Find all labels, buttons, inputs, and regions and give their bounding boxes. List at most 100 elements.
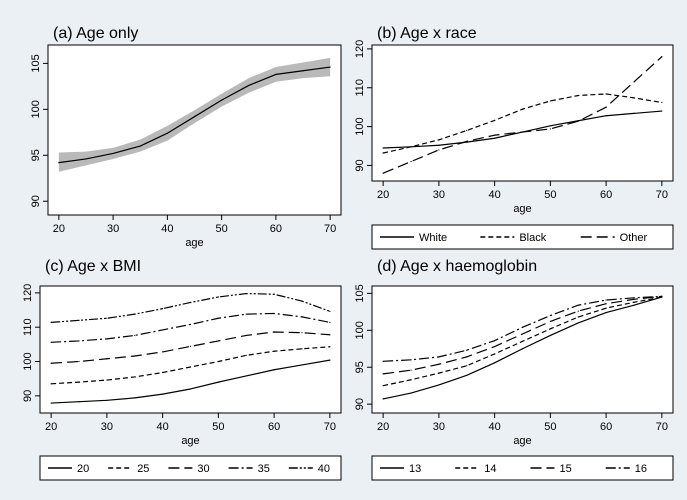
data-point xyxy=(494,137,496,139)
data-point xyxy=(633,97,635,99)
panel-c: (c) Age x BMI 90 100 110 120 20 30 40 50 60 70 age 2… xyxy=(22,258,342,481)
data-point xyxy=(438,144,440,146)
data-point xyxy=(134,397,136,399)
data-point xyxy=(494,353,496,355)
data-point xyxy=(78,381,80,383)
data-point xyxy=(248,84,250,87)
data-point xyxy=(134,376,136,378)
x-tick-label: 40 xyxy=(161,223,173,235)
legend-label: Other xyxy=(620,232,648,244)
data-point xyxy=(521,333,524,335)
legend-label: 25 xyxy=(137,463,149,475)
data-point xyxy=(521,108,524,110)
plot-area xyxy=(371,44,674,182)
data-point xyxy=(438,356,440,358)
data-point xyxy=(661,110,663,112)
y-tick-label: 105 xyxy=(30,54,42,72)
y-tick-label: 110 xyxy=(22,318,34,336)
data-point xyxy=(549,128,551,130)
x-tick-label: 30 xyxy=(433,421,445,433)
data-point xyxy=(273,331,275,333)
x-tick-label: 30 xyxy=(101,421,113,433)
data-point xyxy=(50,341,52,343)
data-point xyxy=(521,340,524,342)
y-tick-label: 90 xyxy=(354,398,366,410)
data-point xyxy=(633,298,635,300)
data-point xyxy=(521,131,524,133)
data-point xyxy=(245,292,247,295)
data-point xyxy=(382,398,384,400)
data-point xyxy=(577,322,579,324)
data-point xyxy=(605,307,607,309)
x-tick-label: 70 xyxy=(324,421,336,433)
data-point xyxy=(329,346,331,348)
data-point xyxy=(301,364,303,366)
data-point xyxy=(577,304,579,306)
data-point xyxy=(577,120,579,122)
x-axis-label: age xyxy=(181,435,199,447)
x-tick-label: 50 xyxy=(216,223,228,235)
y-tick-label: 120 xyxy=(22,284,34,302)
y-tick-label: 100 xyxy=(354,117,366,135)
data-point xyxy=(605,303,607,305)
panel-d: (d) Age x haemoglobin 90 95 100 105 20 30 40 50 6… xyxy=(354,258,674,481)
x-axis-label: age xyxy=(513,203,531,215)
data-point xyxy=(410,392,412,394)
data-point xyxy=(301,316,303,318)
y-tick-label: 95 xyxy=(354,361,366,373)
x-tick-label: 40 xyxy=(157,421,169,433)
y-tick-label: 90 xyxy=(22,390,34,402)
data-point xyxy=(549,100,551,102)
y-tick-label: 105 xyxy=(354,284,366,302)
data-point xyxy=(245,334,247,337)
data-point xyxy=(549,314,551,317)
data-point xyxy=(466,374,468,376)
data-point xyxy=(410,369,412,371)
data-point xyxy=(50,362,52,364)
y-tick-label: 100 xyxy=(22,352,34,370)
data-point xyxy=(466,356,468,358)
data-point xyxy=(661,56,663,58)
data-point xyxy=(605,93,607,95)
data-point xyxy=(438,139,440,141)
legend-label: 20 xyxy=(77,463,89,475)
data-point xyxy=(382,373,384,375)
data-point xyxy=(58,162,60,164)
data-point xyxy=(633,301,635,303)
data-point xyxy=(410,379,412,381)
data-point xyxy=(221,99,223,101)
data-point xyxy=(410,160,412,163)
data-point xyxy=(85,158,87,160)
data-point xyxy=(217,296,219,298)
data-point xyxy=(521,348,524,350)
data-point xyxy=(106,399,108,401)
panel-title: (b) Age x race xyxy=(377,25,477,42)
data-point xyxy=(189,301,192,304)
data-point xyxy=(438,384,440,386)
data-point xyxy=(605,115,607,117)
data-point xyxy=(549,125,551,127)
panel-b: (b) Age x race 90 100 110 120 20 30 40 50 60 70 age… xyxy=(354,25,674,250)
x-tick-label: 30 xyxy=(107,223,119,235)
data-point xyxy=(633,297,635,299)
x-tick-label: 60 xyxy=(268,421,280,433)
x-tick-label: 30 xyxy=(433,189,445,201)
data-point xyxy=(189,388,192,390)
data-point xyxy=(494,362,496,364)
y-tick-label: 90 xyxy=(30,195,42,207)
data-point xyxy=(577,94,579,97)
panel-title: (a) Age only xyxy=(53,25,138,42)
y-tick-label: 100 xyxy=(354,321,366,339)
data-point xyxy=(382,147,384,149)
data-point xyxy=(245,313,247,315)
data-point xyxy=(106,379,108,381)
data-point xyxy=(494,119,496,121)
data-point xyxy=(577,316,579,318)
plot-area xyxy=(371,285,674,414)
legend-label: 30 xyxy=(197,463,209,475)
data-point xyxy=(301,332,303,334)
data-point xyxy=(466,129,468,132)
x-tick-label: 40 xyxy=(489,189,501,201)
data-point xyxy=(329,321,331,323)
